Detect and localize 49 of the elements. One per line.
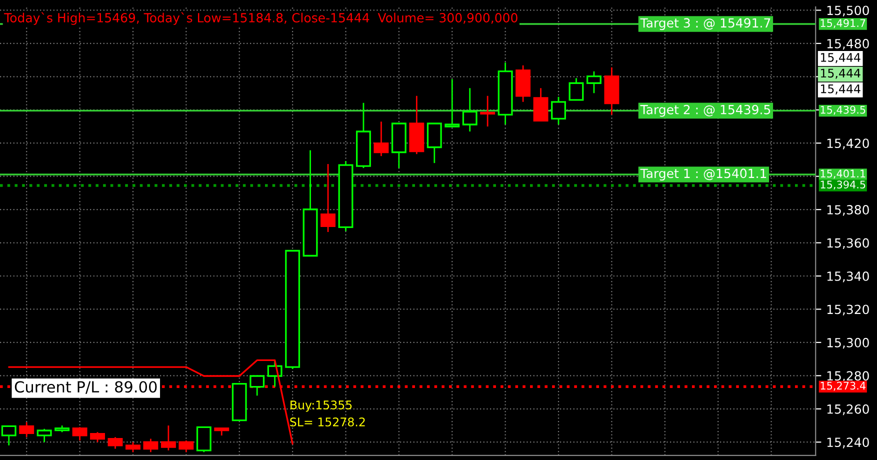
candlestick <box>19 421 34 438</box>
y-tick-label: 15,480 <box>827 38 869 50</box>
candlestick <box>90 431 106 443</box>
chart-title: Today`s High=15469, Today`s Low=15184.8, Close-15444 Volume= 300,900,000 <box>4 12 518 25</box>
ref-line-label: 15,491.7 <box>820 19 866 28</box>
candlestick <box>143 438 158 453</box>
candlestick <box>320 163 336 233</box>
y-tick-label: 15,360 <box>827 238 869 249</box>
y-tick-label: 15,240 <box>827 438 869 448</box>
candlestick <box>374 120 389 157</box>
annotation: Target 1 : @15401.1 <box>640 168 766 181</box>
candlestick <box>196 426 212 453</box>
y-tick-label: 15,260 <box>827 404 869 416</box>
candlestick <box>533 87 548 122</box>
candlestick <box>250 374 265 396</box>
candlestick <box>160 424 176 452</box>
ref-line-label: 15,439.5 <box>820 106 866 115</box>
candlestick <box>480 95 496 128</box>
y-tick-label: 15,500 <box>827 6 869 16</box>
candlestick <box>178 440 194 453</box>
candlestick <box>426 122 442 164</box>
candlestick <box>1 424 16 446</box>
candlestick <box>125 441 140 453</box>
candlestick <box>108 436 123 450</box>
candlestick <box>568 77 584 101</box>
candlestick <box>72 426 88 442</box>
ref-line-label: 15,394.5 <box>820 180 866 190</box>
y-tick-label: 15,380 <box>827 205 869 216</box>
y-tick-label: 15,420 <box>827 138 869 150</box>
text: 15,444 <box>820 84 860 94</box>
annotation: Current P/L : 89.00 <box>14 381 157 394</box>
candlestick <box>267 360 282 388</box>
text: 15,444 <box>820 53 860 64</box>
y-tick-label: 15,340 <box>827 271 869 282</box>
annotation: Target 3 : @ 15491.7 <box>640 18 770 30</box>
ref-line-label: 15,273.4 <box>820 382 866 391</box>
candlestick <box>444 78 460 128</box>
y-tick-label: 15,320 <box>827 304 869 316</box>
text: 15,444 <box>820 68 860 79</box>
y-tick-label: 15,300 <box>827 338 869 349</box>
candlestick <box>36 428 52 443</box>
annotation: Buy:15355 <box>290 400 352 412</box>
annotation: Target 2 : @ 15439.5 <box>640 104 770 117</box>
candlestick <box>551 96 566 126</box>
annotation: SL= 15278.2 <box>290 418 365 426</box>
candlestick <box>586 70 602 94</box>
y-tick-label: 15,280 <box>827 371 869 382</box>
ref-line-label: 15,401.1 <box>820 170 866 179</box>
candlestick <box>462 87 478 132</box>
